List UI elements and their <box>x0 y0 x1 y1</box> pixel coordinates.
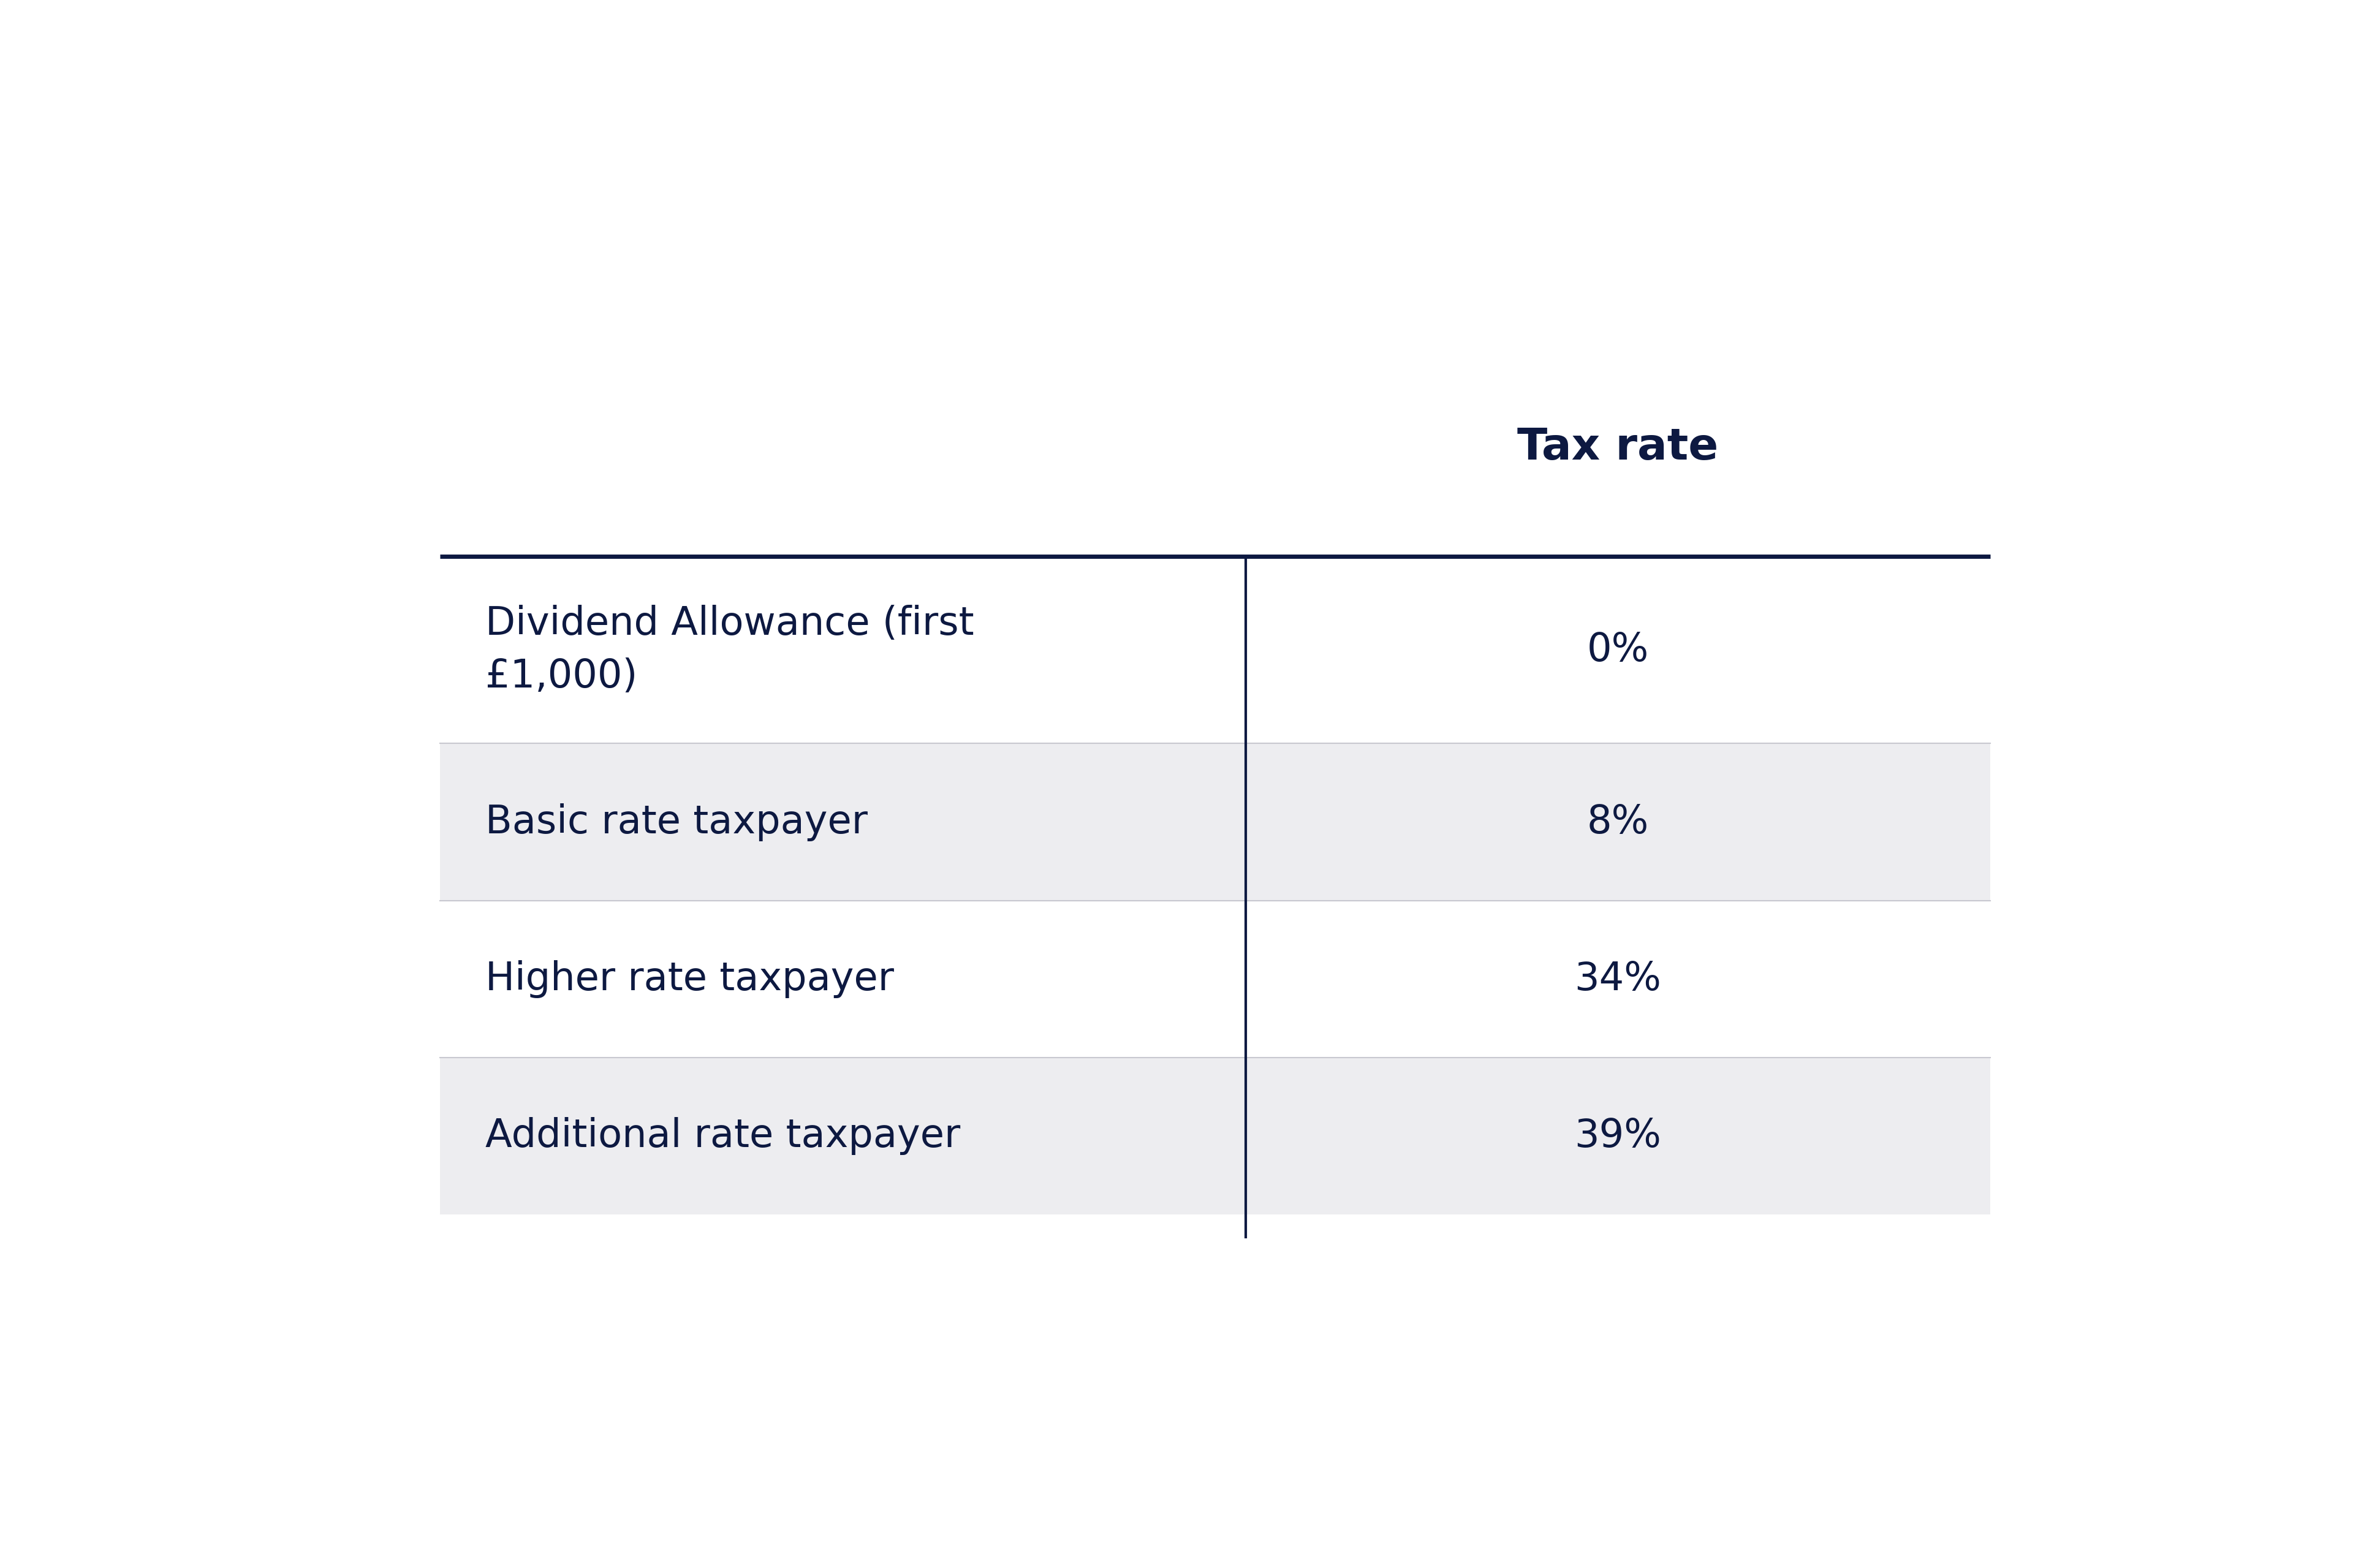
Bar <box>440 1057 1991 1215</box>
Text: Tax rate: Tax rate <box>1518 426 1718 469</box>
Text: Basic rate taxpayer: Basic rate taxpayer <box>485 803 868 840</box>
Text: 0%: 0% <box>1586 630 1649 670</box>
Text: Dividend Allowance (first
£1,000): Dividend Allowance (first £1,000) <box>485 605 974 696</box>
Text: Higher rate taxpayer: Higher rate taxpayer <box>485 960 894 997</box>
Bar <box>440 743 1991 900</box>
Text: 34%: 34% <box>1574 960 1661 997</box>
Text: 39%: 39% <box>1574 1116 1661 1156</box>
Text: Additional rate taxpayer: Additional rate taxpayer <box>485 1116 960 1156</box>
Text: 8%: 8% <box>1586 803 1649 840</box>
